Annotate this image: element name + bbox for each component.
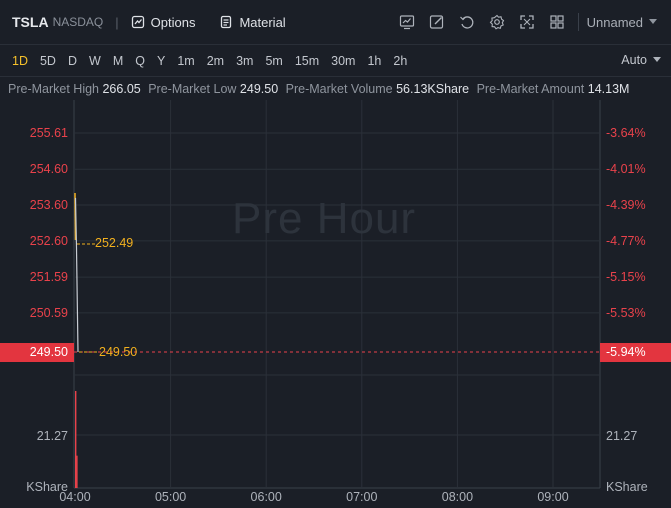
- percent-tick-label: -4.01%: [606, 162, 646, 177]
- ticker-symbol[interactable]: TSLA: [12, 14, 49, 30]
- undo-icon[interactable]: [452, 7, 482, 37]
- percent-tick-label: -3.64%: [606, 126, 646, 140]
- material-button[interactable]: Material: [219, 14, 286, 30]
- stat-label: Pre-Market Low: [148, 82, 237, 96]
- percent-tick-label: -4.77%: [606, 233, 646, 248]
- material-label: Material: [239, 14, 286, 30]
- layout-name: Unnamed: [586, 14, 643, 30]
- timeframe-15m[interactable]: 15m: [294, 53, 320, 68]
- timeframe-1m[interactable]: 1m: [177, 53, 195, 68]
- percent-tick-label: -5.53%: [606, 305, 646, 320]
- price-tick-label: 253.60: [29, 198, 68, 213]
- layout-name-dropdown[interactable]: Unnamed: [587, 15, 671, 30]
- timeframe-5m[interactable]: 5m: [265, 53, 283, 68]
- layout-grid-icon[interactable]: [542, 7, 572, 37]
- volume-tick-right: 21.27: [606, 429, 638, 443]
- stat-value: 266.05: [102, 82, 141, 96]
- top-toolbar: TSLA NASDAQ | Options Material Unnamed: [0, 0, 671, 44]
- price-tick-label: 252.60: [29, 233, 68, 248]
- stat-label: Pre-Market Volume: [285, 82, 393, 96]
- timeframe-y[interactable]: Y: [156, 53, 166, 68]
- volume-bar: [76, 455, 78, 488]
- time-tick-label: 06:00: [250, 490, 282, 504]
- time-tick-label: 08:00: [441, 490, 474, 504]
- document-icon: [221, 15, 232, 29]
- timeframe-5d[interactable]: 5D: [39, 53, 56, 68]
- volume-bar: [75, 391, 77, 488]
- fullscreen-icon[interactable]: [512, 7, 542, 37]
- time-tick-label: 09:00: [537, 490, 569, 504]
- stat-value: 249.50: [239, 82, 279, 96]
- current-pct-flag: -5.94%: [600, 343, 671, 362]
- pre-market-stats: Pre-Market High 266.05 Pre-Market Low 24…: [8, 82, 633, 96]
- stat-label: Pre-Market Amount: [476, 82, 585, 96]
- timeframe-30m[interactable]: 30m: [331, 53, 356, 68]
- timeframe-w[interactable]: W: [89, 53, 101, 68]
- timeframe-1d[interactable]: 1D: [12, 53, 28, 68]
- percent-tick-label: -4.39%: [606, 198, 646, 213]
- timeframe-q[interactable]: Q: [135, 53, 145, 68]
- draw-icon[interactable]: [422, 7, 452, 37]
- toolbar-divider: [577, 13, 579, 31]
- percent-tick-label: -5.15%: [606, 270, 646, 285]
- price-line: [74, 197, 79, 353]
- price-tick-label: 254.60: [29, 162, 68, 177]
- caret-down-icon: [653, 57, 661, 62]
- volume-unit-left: KShare: [26, 480, 68, 494]
- price-tick-label: 255.61: [29, 126, 68, 140]
- time-tick-label: 05:00: [154, 490, 187, 504]
- toolbar-separator: |: [115, 14, 119, 30]
- timeframe-3m[interactable]: 3m: [236, 53, 254, 68]
- volume-unit-right: KShare: [606, 480, 648, 494]
- timeframe-m[interactable]: M: [112, 53, 124, 68]
- timeframe-d[interactable]: D: [67, 53, 77, 68]
- auto-scale-dropdown[interactable]: Auto: [621, 53, 661, 67]
- price-tick-label: 250.59: [29, 305, 68, 320]
- timeframe-2m[interactable]: 2m: [206, 53, 225, 68]
- low-marker-label: 249.50: [99, 345, 138, 359]
- high-marker-label: 252.49: [95, 236, 134, 250]
- current-price-flag: 249.50: [0, 343, 74, 362]
- time-tick-label: 04:00: [59, 490, 91, 504]
- caret-down-icon: [649, 19, 657, 24]
- timeframe-1h[interactable]: 1h: [367, 53, 382, 68]
- options-icon: [131, 15, 144, 29]
- stat-value: 14.13M: [587, 82, 630, 96]
- options-button[interactable]: Options: [131, 14, 196, 30]
- price-tick-label: 251.59: [29, 270, 68, 285]
- exchange-label: NASDAQ: [52, 15, 104, 29]
- stat-label: Pre-Market High: [8, 82, 99, 96]
- timeframe-2h[interactable]: 2h: [393, 53, 408, 68]
- settings-icon[interactable]: [482, 7, 512, 37]
- chart-watermark: Pre Hour: [232, 194, 417, 243]
- toolbar-right-group: Unnamed: [392, 0, 671, 44]
- timeframe-bar: 1D 5D D W M Q Y 1m 2m 3m 5m 15m 30m 1h 2h Auto: [0, 44, 671, 77]
- chart-type-icon[interactable]: [392, 7, 422, 37]
- stat-value: 56.13KShare: [396, 82, 470, 96]
- time-tick-label: 07:00: [346, 490, 378, 504]
- volume-tick-left: 21.27: [36, 429, 68, 443]
- options-label: Options: [150, 14, 196, 30]
- auto-label: Auto: [621, 53, 647, 67]
